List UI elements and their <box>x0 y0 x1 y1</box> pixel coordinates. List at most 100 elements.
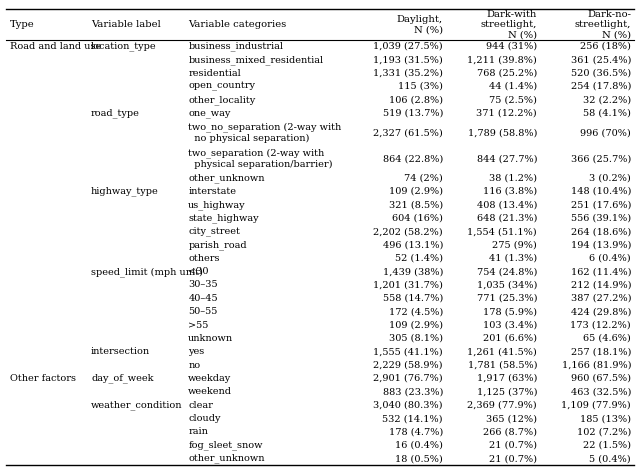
Text: 194 (13.9%): 194 (13.9%) <box>571 241 631 250</box>
Text: 40–45: 40–45 <box>188 294 218 303</box>
Text: 38 (1.2%): 38 (1.2%) <box>489 173 537 183</box>
Text: 1,039 (27.5%): 1,039 (27.5%) <box>373 42 443 51</box>
Text: 648 (21.3%): 648 (21.3%) <box>477 214 537 223</box>
Text: 361 (25.4%): 361 (25.4%) <box>571 55 631 64</box>
Text: weekend: weekend <box>188 387 232 396</box>
Text: 754 (24.8%): 754 (24.8%) <box>477 267 537 276</box>
Text: two_no_separation (2-way with
  no physical separation): two_no_separation (2-way with no physica… <box>188 123 342 143</box>
Text: open_country: open_country <box>188 82 255 91</box>
Text: 1,125 (37%): 1,125 (37%) <box>477 387 537 396</box>
Text: other_unknown: other_unknown <box>188 454 265 463</box>
Text: 5 (0.4%): 5 (0.4%) <box>589 454 631 463</box>
Text: 2,901 (76.7%): 2,901 (76.7%) <box>373 374 443 383</box>
Text: 21 (0.7%): 21 (0.7%) <box>489 441 537 450</box>
Text: 768 (25.2%): 768 (25.2%) <box>477 69 537 78</box>
Text: 496 (13.1%): 496 (13.1%) <box>383 241 443 250</box>
Text: 106 (2.8%): 106 (2.8%) <box>389 95 443 104</box>
Text: 30–35: 30–35 <box>188 281 218 290</box>
Text: other_unknown: other_unknown <box>188 173 265 183</box>
Text: yes: yes <box>188 347 205 356</box>
Text: 463 (32.5%): 463 (32.5%) <box>571 387 631 396</box>
Text: <30: <30 <box>188 267 209 276</box>
Text: city_street: city_street <box>188 227 240 236</box>
Text: no: no <box>188 360 200 369</box>
Text: 1,781 (58.5%): 1,781 (58.5%) <box>467 360 537 369</box>
Text: 1,035 (34%): 1,035 (34%) <box>477 281 537 290</box>
Text: 50–55: 50–55 <box>188 307 218 316</box>
Text: 74 (2%): 74 (2%) <box>404 173 443 183</box>
Text: 257 (18.1%): 257 (18.1%) <box>571 347 631 356</box>
Text: Dark-no-
streetlight,
N (%): Dark-no- streetlight, N (%) <box>575 10 631 39</box>
Text: road_type: road_type <box>91 108 140 118</box>
Text: 532 (14.1%): 532 (14.1%) <box>383 414 443 423</box>
Text: 2,327 (61.5%): 2,327 (61.5%) <box>373 128 443 137</box>
Text: 75 (2.5%): 75 (2.5%) <box>489 95 537 104</box>
Text: Variable label: Variable label <box>91 20 161 29</box>
Text: 387 (27.2%): 387 (27.2%) <box>571 294 631 303</box>
Text: speed_limit (mph unit): speed_limit (mph unit) <box>91 267 203 276</box>
Text: 264 (18.6%): 264 (18.6%) <box>571 227 631 236</box>
Text: 2,202 (58.2%): 2,202 (58.2%) <box>373 227 443 236</box>
Text: 266 (8.7%): 266 (8.7%) <box>483 427 537 437</box>
Text: location_type: location_type <box>91 41 157 51</box>
Text: 864 (22.8%): 864 (22.8%) <box>383 154 443 163</box>
Text: 519 (13.7%): 519 (13.7%) <box>383 109 443 118</box>
Text: 883 (23.3%): 883 (23.3%) <box>383 387 443 396</box>
Text: 178 (5.9%): 178 (5.9%) <box>483 307 537 316</box>
Text: 960 (67.5%): 960 (67.5%) <box>571 374 631 383</box>
Text: 22 (1.5%): 22 (1.5%) <box>583 441 631 450</box>
Text: residential: residential <box>188 69 241 78</box>
Text: 1,261 (41.5%): 1,261 (41.5%) <box>467 347 537 356</box>
Text: 6 (0.4%): 6 (0.4%) <box>589 254 631 263</box>
Text: intersection: intersection <box>91 347 150 356</box>
Text: 944 (31%): 944 (31%) <box>486 42 537 51</box>
Text: interstate: interstate <box>188 187 236 196</box>
Text: 173 (12.2%): 173 (12.2%) <box>570 321 631 329</box>
Text: fog_sleet_snow: fog_sleet_snow <box>188 440 263 450</box>
Text: 162 (11.4%): 162 (11.4%) <box>571 267 631 276</box>
Text: 1,331 (35.2%): 1,331 (35.2%) <box>373 69 443 78</box>
Text: 1,554 (51.1%): 1,554 (51.1%) <box>467 227 537 236</box>
Text: 408 (13.4%): 408 (13.4%) <box>477 200 537 209</box>
Text: business_mixed_residential: business_mixed_residential <box>188 55 323 64</box>
Text: >55: >55 <box>188 321 209 329</box>
Text: 41 (1.3%): 41 (1.3%) <box>489 254 537 263</box>
Text: 254 (17.8%): 254 (17.8%) <box>571 82 631 91</box>
Text: 365 (12%): 365 (12%) <box>486 414 537 423</box>
Text: 366 (25.7%): 366 (25.7%) <box>571 154 631 163</box>
Text: 44 (1.4%): 44 (1.4%) <box>489 82 537 91</box>
Text: other_locality: other_locality <box>188 95 255 105</box>
Text: unknown: unknown <box>188 334 234 343</box>
Text: 102 (7.2%): 102 (7.2%) <box>577 427 631 437</box>
Text: 1,439 (38%): 1,439 (38%) <box>383 267 443 276</box>
Text: Road and land use: Road and land use <box>10 42 100 51</box>
Text: 321 (8.5%): 321 (8.5%) <box>389 200 443 209</box>
Text: clear: clear <box>188 401 213 410</box>
Text: Other factors: Other factors <box>10 374 76 383</box>
Text: 3,040 (80.3%): 3,040 (80.3%) <box>373 401 443 410</box>
Text: 1,109 (77.9%): 1,109 (77.9%) <box>561 401 631 410</box>
Text: business_industrial: business_industrial <box>188 41 284 51</box>
Text: 185 (13%): 185 (13%) <box>580 414 631 423</box>
Text: 1,917 (63%): 1,917 (63%) <box>477 374 537 383</box>
Text: 16 (0.4%): 16 (0.4%) <box>395 441 443 450</box>
Text: 109 (2.9%): 109 (2.9%) <box>389 187 443 196</box>
Text: 1,201 (31.7%): 1,201 (31.7%) <box>373 281 443 290</box>
Text: weather_condition: weather_condition <box>91 400 182 410</box>
Text: 109 (2.9%): 109 (2.9%) <box>389 321 443 329</box>
Text: 251 (17.6%): 251 (17.6%) <box>571 200 631 209</box>
Text: 116 (3.8%): 116 (3.8%) <box>483 187 537 196</box>
Text: 21 (0.7%): 21 (0.7%) <box>489 454 537 463</box>
Text: 65 (4.6%): 65 (4.6%) <box>583 334 631 343</box>
Text: parish_road: parish_road <box>188 240 247 250</box>
Text: 52 (1.4%): 52 (1.4%) <box>395 254 443 263</box>
Text: highway_type: highway_type <box>91 187 159 196</box>
Text: 371 (12.2%): 371 (12.2%) <box>476 109 537 118</box>
Text: Dark-with
streetlight,
N (%): Dark-with streetlight, N (%) <box>481 10 537 39</box>
Text: day_of_week: day_of_week <box>91 374 154 384</box>
Text: 201 (6.6%): 201 (6.6%) <box>483 334 537 343</box>
Text: 771 (25.3%): 771 (25.3%) <box>477 294 537 303</box>
Text: rain: rain <box>188 427 208 437</box>
Text: Daylight,
N (%): Daylight, N (%) <box>397 15 443 34</box>
Text: 844 (27.7%): 844 (27.7%) <box>477 154 537 163</box>
